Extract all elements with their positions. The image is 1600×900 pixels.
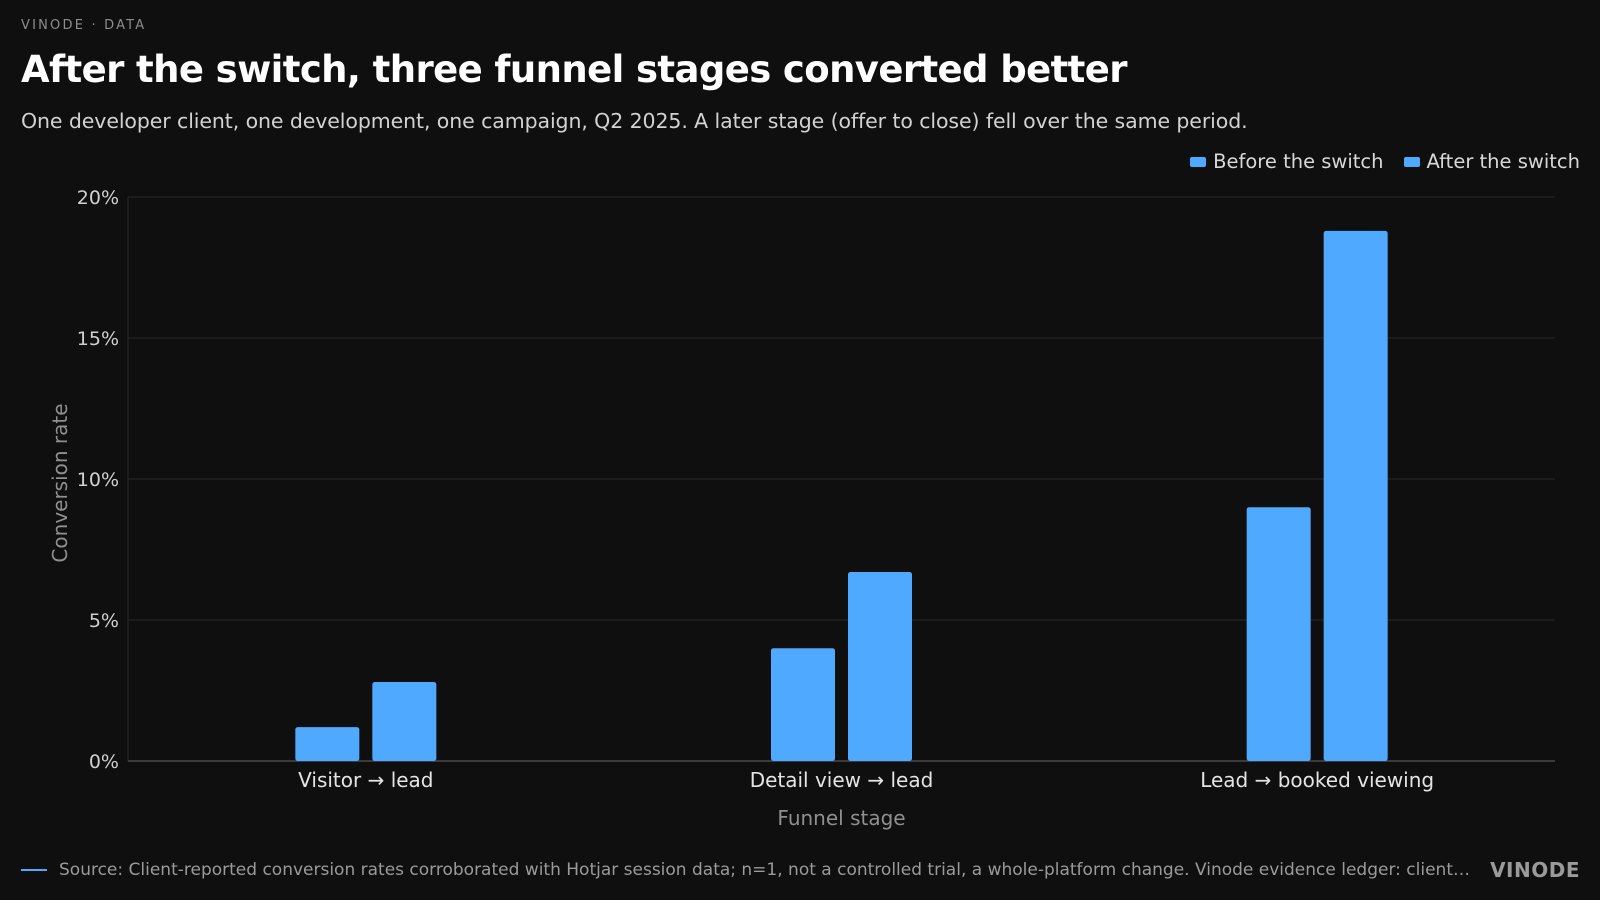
legend-swatch-before [1190, 156, 1207, 167]
y-axis-title: Conversion rate [48, 403, 72, 562]
y-tick-label: 15% [77, 328, 119, 350]
eyebrow-label: VINODE · DATA [21, 18, 147, 33]
footer-accent-rule [21, 869, 47, 871]
chart-legend: Before the switch After the switch [1170, 150, 1580, 173]
y-tick-label: 10% [77, 469, 119, 491]
brand-wordmark: VINODE [1490, 858, 1580, 882]
bar-before [771, 648, 835, 761]
source-note: Source: Client-reported conversion rates… [59, 860, 1477, 880]
legend-swatch-after [1403, 156, 1420, 167]
bar-before [1246, 507, 1311, 761]
y-tick-label: 5% [89, 610, 119, 632]
footer: Source: Client-reported conversion rates… [21, 858, 1580, 882]
x-tick-label: Lead → booked viewing [1200, 768, 1434, 792]
x-tick-label: Visitor → lead [298, 768, 433, 792]
y-tick-label: 20% [77, 187, 119, 209]
y-tick-label: 0% [89, 751, 119, 773]
legend-item-after: After the switch [1403, 150, 1580, 173]
legend-label-before: Before the switch [1213, 150, 1384, 173]
bar-after [1323, 230, 1388, 762]
x-axis-title: Funnel stage [777, 806, 905, 830]
chart-title: After the switch, three funnel stages co… [21, 48, 1128, 91]
legend-item-before: Before the switch [1190, 150, 1384, 173]
legend-label-after: After the switch [1426, 150, 1580, 173]
bar-after [372, 682, 437, 761]
bar-before [295, 727, 360, 761]
bar-after [848, 572, 912, 761]
x-tick-label: Detail view → lead [750, 768, 934, 792]
chart-subtitle: One developer client, one development, o… [21, 109, 1248, 133]
